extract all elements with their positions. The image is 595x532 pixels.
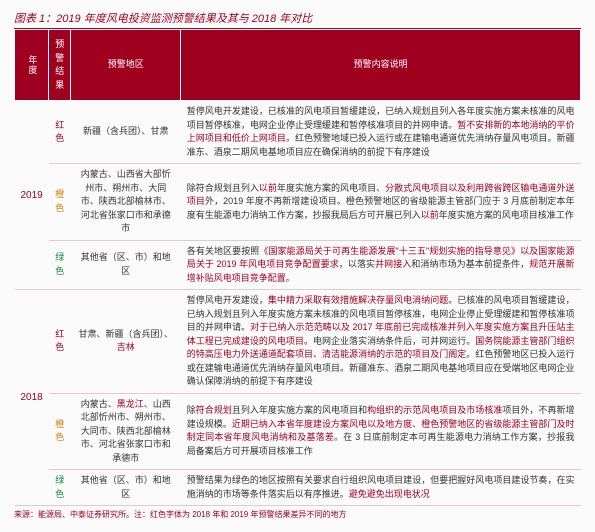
warning-tag: 橙色 — [49, 164, 71, 241]
warning-tag: 绿色 — [49, 470, 71, 506]
comparison-table: 年度 预警结果 预警地区 预警内容说明 2019红色新疆（含兵团）、甘肃暂停风电… — [14, 29, 581, 506]
col-region: 预警地区 — [71, 30, 181, 101]
table-title: 图表 1：2019 年度风电投资监测预警结果及其与 2018 年对比 — [14, 10, 581, 29]
region-cell: 其他省（区、市）和地区 — [71, 470, 181, 506]
explain-cell: 暂停风电开发建设，集中精力采取有效措施解决存量风电消纳问题。已核准的风电项目暂缓… — [181, 290, 581, 394]
year-cell: 2019 — [15, 101, 49, 290]
col-explain: 预警内容说明 — [181, 30, 581, 101]
col-year: 年度 — [15, 30, 49, 101]
explain-cell: 预警结果为绿色的地区按照有关要求自行组织风电项目建设，但要把握好风电项目建设节奏… — [181, 470, 581, 506]
region-cell: 内蒙古、山西省大部忻州市、朔州市、大同市、陕西北部榆林市、河北省张家口市和承德市 — [71, 164, 181, 241]
footnote: 来源：能源局、中泰证券研究所。注：红色字体为 2018 年和 2019 年预警结… — [14, 509, 581, 520]
region-cell: 其他省（区、市）和地区 — [71, 240, 181, 290]
explain-cell: 除符合规划且列入年度实施方案的风电项目和构组织的示范风电项目及市场核准项目外，不… — [181, 393, 581, 470]
col-result: 预警结果 — [49, 30, 71, 101]
warning-tag: 橙色 — [49, 393, 71, 470]
region-cell: 甘肃、新疆（含兵团）、吉林 — [71, 290, 181, 394]
explain-cell: 除符合规划且列入以前年度实施方案的风电项目、分散式风电项目以及利用跨省跨区输电通… — [181, 164, 581, 241]
explain-cell: 暂停风电开发建设，已核准的风电项目暂缓建设，已纳入规划且列入各年度实施方案未核准… — [181, 101, 581, 164]
warning-tag: 红色 — [49, 101, 71, 164]
region-cell: 新疆（含兵团）、甘肃 — [71, 101, 181, 164]
region-cell: 内蒙古、黑龙江、山西北部忻州市、朔州市、大同市、陕西北部榆林市、河北省张家口市和… — [71, 393, 181, 470]
warning-tag: 绿色 — [49, 240, 71, 290]
warning-tag: 红色 — [49, 290, 71, 394]
year-cell: 2018 — [15, 290, 49, 506]
explain-cell: 各有关地区要按照《国家能源局关于可再生能源发展"十三五"规划实施的指导意见》以及… — [181, 240, 581, 290]
